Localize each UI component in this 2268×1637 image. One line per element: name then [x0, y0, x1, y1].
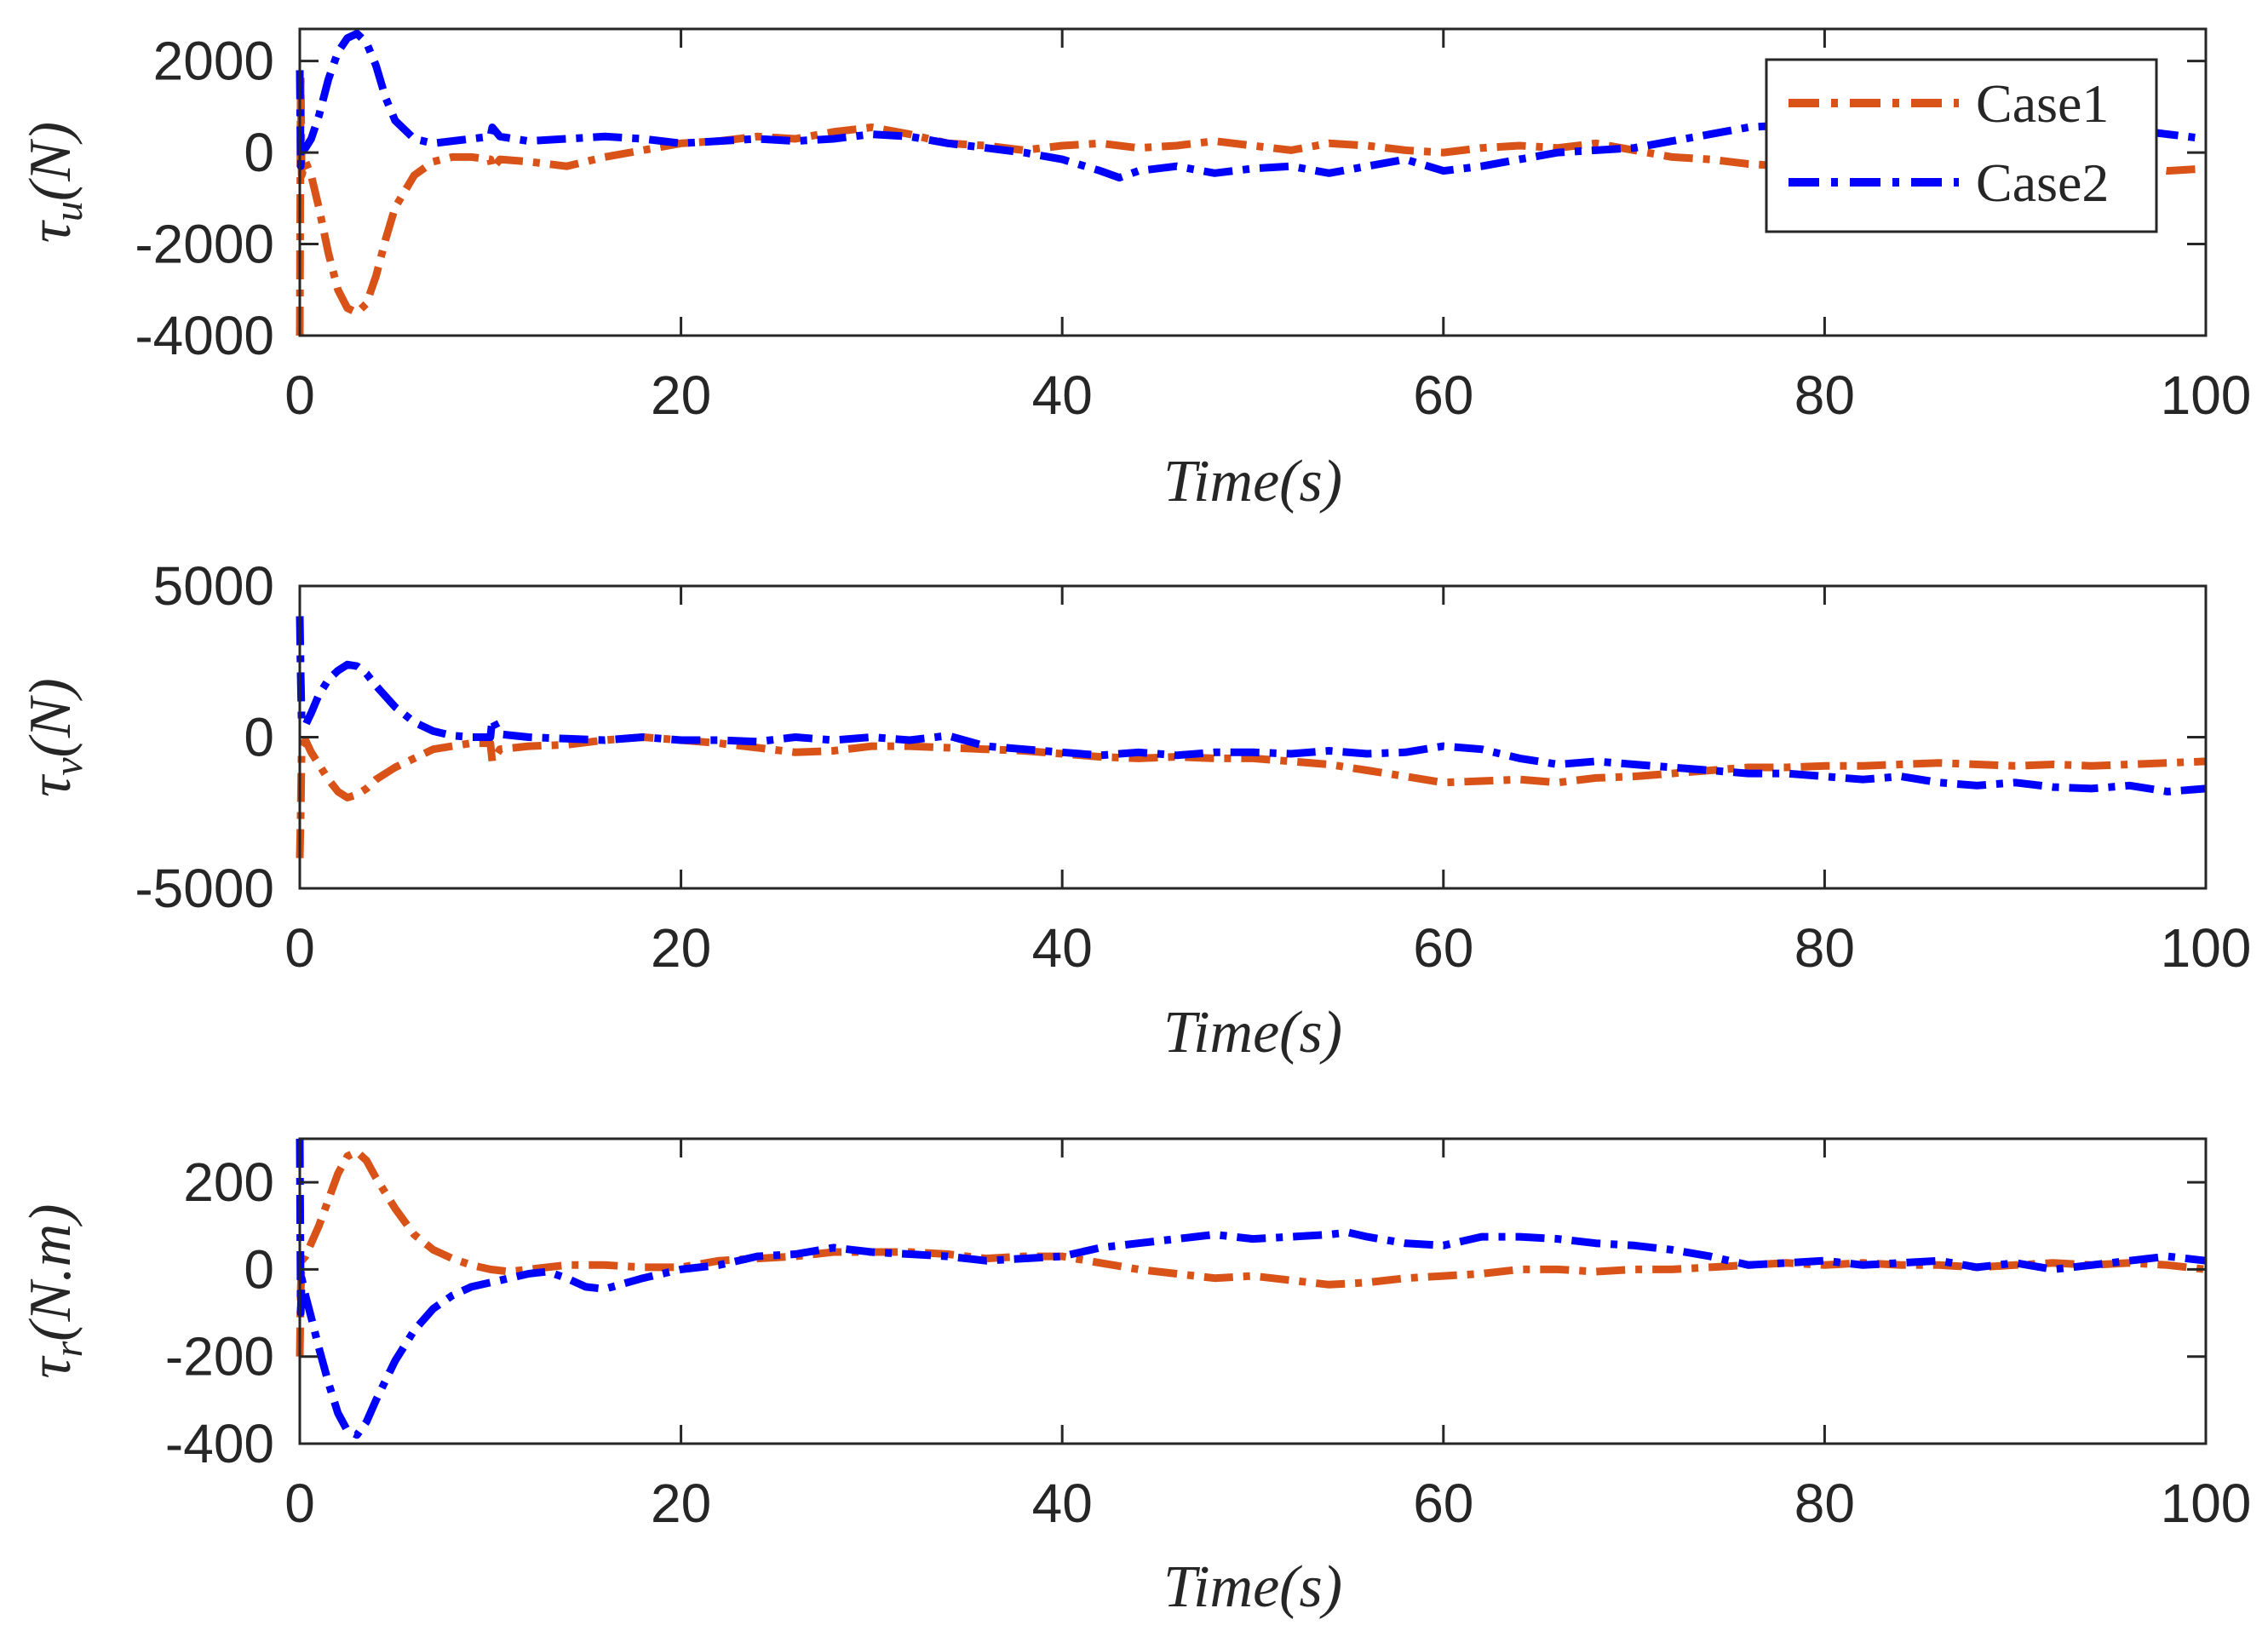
- xtick-label-tau-v-0: 0: [284, 917, 315, 979]
- ytick-label-tau-u-2: -2000: [135, 214, 274, 275]
- plot-area-tau-r: [300, 1139, 2206, 1444]
- ytick-label-tau-r-1: 0: [244, 1238, 274, 1300]
- xtick-label-tau-r-4: 80: [1794, 1473, 1855, 1534]
- legend-label-case1: Case1: [1976, 73, 2109, 134]
- series-layer-tau-v: [296, 616, 2207, 859]
- ticks-layer-tau-u: 0 20 40 60 80 100 2000 0 -2000 -4000: [135, 29, 2251, 426]
- xtick-label-tau-u-4: 80: [1794, 365, 1855, 426]
- axes-frame-tau-u: [298, 27, 2208, 337]
- ytick-label-tau-u-0: 2000: [153, 31, 274, 92]
- xtick-label-tau-v-3: 60: [1413, 917, 1473, 979]
- ytick-label-tau-u-3: -4000: [135, 305, 274, 366]
- ytick-label-tau-u-1: 0: [244, 122, 274, 183]
- xtick-label-tau-u-5: 100: [2161, 365, 2252, 426]
- legend: Case1 Case2: [1765, 58, 2158, 233]
- xtick-label-tau-r-0: 0: [284, 1473, 315, 1534]
- xtick-label-tau-r-3: 60: [1413, 1473, 1473, 1534]
- xlabel-tau-r: Time(s): [1163, 1554, 1342, 1620]
- xtick-label-tau-r-5: 100: [2161, 1473, 2252, 1534]
- xtick-label-tau-v-5: 100: [2161, 917, 2252, 979]
- series-case2-tau-v: [296, 616, 2207, 796]
- ylabel-tau-r: τr(N.m): [18, 1203, 91, 1378]
- ytick-label-tau-v-1: 0: [244, 707, 274, 768]
- xlabel-tau-v: Time(s): [1163, 1000, 1342, 1065]
- ytick-label-tau-v-2: -5000: [135, 858, 274, 919]
- axes-frame-tau-r: [298, 1137, 2208, 1445]
- legend-label-case2: Case2: [1976, 152, 2109, 213]
- xtick-label-tau-u-0: 0: [284, 365, 315, 426]
- series-case1-tau-v: [296, 733, 2207, 859]
- xtick-label-tau-v-4: 80: [1794, 917, 1855, 979]
- ytick-label-tau-v-0: 5000: [153, 555, 274, 617]
- subplot-tau-r: 0 20 40 60 80 100 200 0 -200 -400 τr(N.m) Time(s): [18, 1137, 2251, 1620]
- axes-frame-tau-v: [298, 584, 2208, 890]
- xtick-label-tau-u-2: 40: [1032, 365, 1093, 426]
- ytick-label-tau-r-2: -200: [165, 1326, 274, 1387]
- ticks-layer-tau-r: 0 20 40 60 80 100 200 0 -200 -400: [165, 1139, 2251, 1534]
- legend-box: [1765, 58, 2158, 233]
- xtick-label-tau-r-2: 40: [1032, 1473, 1093, 1534]
- subplot-tau-u: 0 20 40 60 80 100 2000 0 -2000 -4000 τu(N) Time(s…: [18, 27, 2251, 514]
- ytick-label-tau-r-3: -400: [165, 1413, 274, 1474]
- series-case2-tau-r: [296, 1138, 2207, 1439]
- xlabel-tau-u: Time(s): [1163, 449, 1342, 514]
- ylabel-tau-v: τv(N): [18, 678, 91, 797]
- xtick-label-tau-v-2: 40: [1032, 917, 1093, 979]
- xtick-label-tau-u-3: 60: [1413, 365, 1473, 426]
- ylabel-tau-u: τu(N): [18, 122, 91, 243]
- xtick-label-tau-r-1: 20: [651, 1473, 711, 1534]
- series-layer-tau-r: [296, 1138, 2207, 1439]
- xtick-label-tau-v-1: 20: [651, 917, 711, 979]
- ytick-label-tau-r-0: 200: [183, 1152, 274, 1213]
- xtick-label-tau-u-1: 20: [651, 365, 711, 426]
